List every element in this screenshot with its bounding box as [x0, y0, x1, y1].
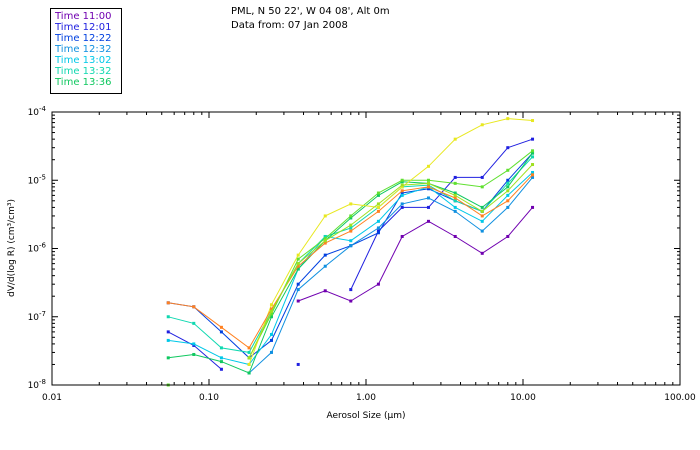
y-tick-label: 10-6: [28, 242, 47, 255]
series-line: [168, 152, 533, 374]
data-from-text: Data from: 07 Jan 2008: [231, 20, 348, 31]
plot-lines: [166, 117, 535, 387]
series-line: [248, 118, 533, 365]
series-line: [167, 331, 222, 370]
series-line: [248, 164, 533, 359]
y-axis-label: dV/d(log R) (cm³/cm³): [7, 199, 17, 297]
legend-item: Time 12:01: [55, 22, 112, 33]
x-tick-label: 100.00: [664, 393, 696, 403]
series-line: [248, 177, 533, 374]
y-tick-label: 10-4: [28, 105, 47, 118]
series-line: [248, 150, 533, 359]
data-point: [296, 362, 300, 366]
data-point: [531, 151, 535, 155]
series-line: [168, 174, 533, 349]
x-tick-label: 0.01: [42, 393, 62, 403]
series-line: [298, 207, 533, 302]
y-tick-label: 10-7: [28, 310, 46, 323]
legend-item: Time 13:36: [55, 77, 112, 88]
y-tick-label: 10-8: [28, 378, 46, 391]
data-point: [296, 299, 300, 303]
data-point: [247, 356, 251, 360]
data-point: [531, 155, 535, 159]
x-tick-label: 10.00: [510, 393, 536, 403]
series-line: [168, 172, 533, 366]
plot-frame: [51, 111, 681, 386]
legend-item: Time 12:32: [55, 44, 112, 55]
legend-item: Time 11:00: [55, 11, 112, 22]
series-line: [168, 156, 533, 353]
legend-box: Time 11:00 Time 12:01 Time 12:22 Time 12:32…: [50, 8, 122, 94]
x-axis-label: Aerosol Size (µm): [327, 411, 406, 421]
location-text: PML, N 50 22', W 04 08', Alt 0m: [231, 6, 390, 17]
data-point: [219, 367, 223, 371]
data-point: [531, 137, 535, 141]
data-point: [531, 149, 535, 153]
legend-item: Time 13:32: [55, 66, 112, 77]
data-point: [531, 205, 535, 209]
legend-item: Time 12:22: [55, 33, 112, 44]
legend-item: Time 13:02: [55, 55, 112, 66]
data-point: [531, 170, 535, 174]
y-tick-label: 10-5: [28, 173, 46, 186]
data-point: [531, 119, 535, 123]
x-tick-label: 1.00: [356, 393, 376, 403]
series-line: [350, 138, 533, 290]
chart-header: PML, N 50 22', W 04 08', Alt 0m Data fro…: [231, 5, 390, 33]
data-point: [531, 163, 535, 167]
x-tick-label: 0.10: [199, 393, 219, 403]
axes: 0.01 0.10 1.00 10.00 100.00 10-4 10-5 10-6 10-7 1…: [28, 105, 696, 403]
